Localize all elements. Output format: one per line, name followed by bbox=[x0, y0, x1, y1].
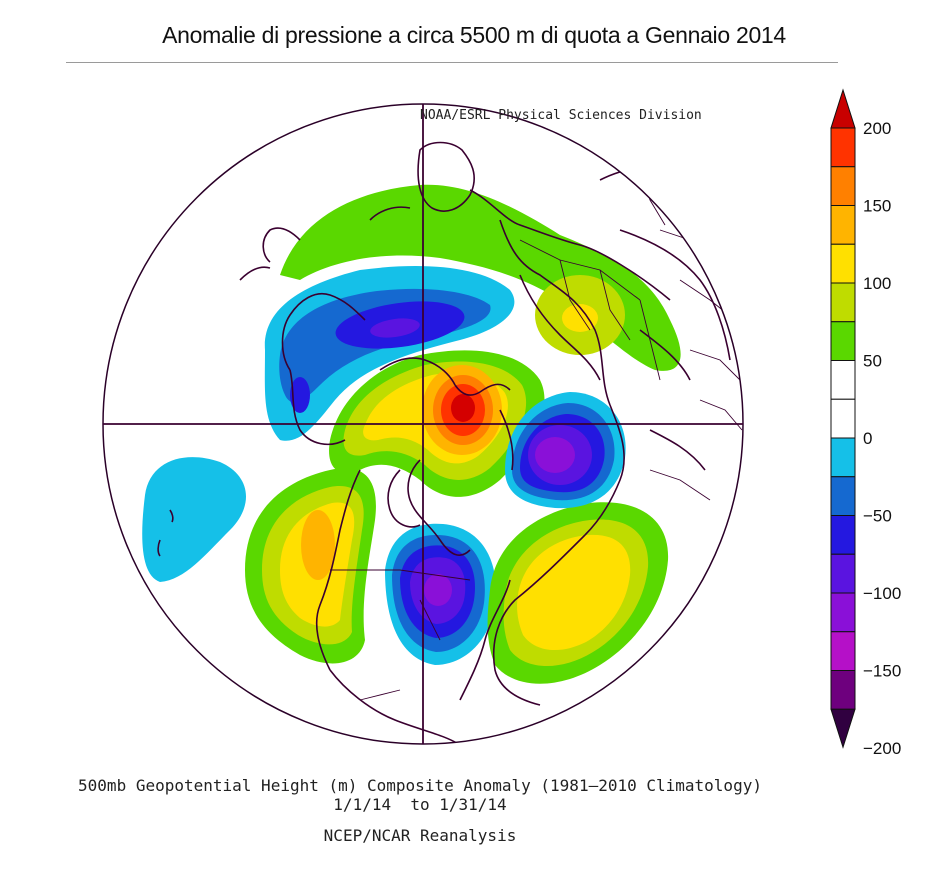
colorbar-swatch bbox=[830, 437, 856, 478]
colorbar-tick-label: −100 bbox=[863, 584, 901, 603]
colorbar-swatch bbox=[830, 515, 856, 555]
colorbar-swatch bbox=[830, 553, 856, 594]
colorbar-swatch bbox=[830, 398, 856, 439]
colorbar-tick-label: −200 bbox=[863, 739, 901, 758]
colorbar-swatch bbox=[830, 476, 856, 516]
colorbar-arrow-bottom bbox=[830, 708, 856, 749]
anomaly-africa-negative bbox=[535, 437, 575, 473]
colorbar-swatch bbox=[830, 321, 856, 361]
colorbar-tick-label: 150 bbox=[863, 197, 891, 216]
anomaly-field bbox=[142, 184, 681, 684]
colorbar-swatch bbox=[830, 205, 856, 245]
colorbar-arrow-top bbox=[830, 88, 856, 129]
colorbar-tick-label: 200 bbox=[863, 119, 891, 138]
title-divider bbox=[66, 62, 838, 63]
colorbar-swatch bbox=[830, 282, 856, 323]
anomaly-atlantic-positive bbox=[517, 534, 631, 651]
colorbar-swatch bbox=[830, 127, 856, 168]
colorbar-swatch bbox=[830, 243, 856, 284]
colorbar-tick-label: −150 bbox=[863, 662, 901, 681]
anomaly-western-na-positive bbox=[301, 510, 335, 580]
chart-title: Anomalie di pressione a circa 5500 m di … bbox=[162, 22, 786, 48]
footer-variable: 500mb Geopotential Height (m) Composite … bbox=[78, 776, 762, 795]
colorbar-swatch bbox=[830, 670, 856, 710]
colorbar-swatch bbox=[830, 166, 856, 206]
footer-date-range: 1/1/14 to 1/31/14 bbox=[333, 795, 507, 814]
anomaly-siberia-positive bbox=[280, 184, 681, 371]
colorbar-swatch bbox=[830, 360, 856, 400]
anomaly-pacific-negative bbox=[142, 457, 247, 582]
colorbar-swatch bbox=[830, 631, 856, 671]
colorbar-tick-label: 0 bbox=[863, 429, 872, 448]
colorbar-swatch bbox=[830, 592, 856, 633]
colorbar-tick-label: 50 bbox=[863, 352, 882, 371]
colorbar-tick-label: 100 bbox=[863, 274, 891, 293]
credit-label: NOAA/ESRL Physical Sciences Division bbox=[420, 108, 702, 123]
colorbar-tick-label: −50 bbox=[863, 507, 892, 526]
footer-dataset: NCEP/NCAR Reanalysis bbox=[323, 826, 517, 845]
